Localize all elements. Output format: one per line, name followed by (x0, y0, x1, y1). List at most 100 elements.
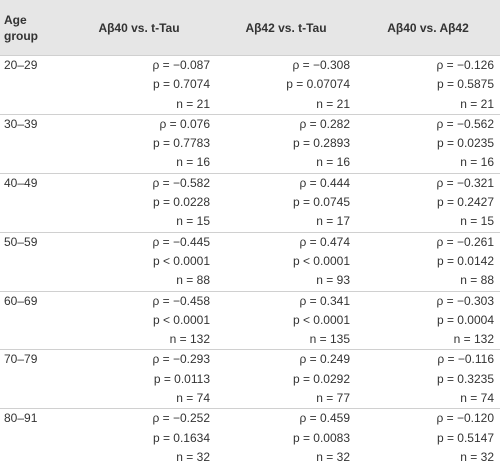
stat-cell: ρ = −0.562 p = 0.0235 n = 16 (356, 113, 500, 174)
stat-line: n = 15 (176, 214, 210, 229)
stat-line: p = 0.7783 (152, 136, 210, 151)
stat-line: n = 32 (316, 449, 350, 464)
table-row: 40–49 ρ = −0.582 p = 0.0228 n = 15 ρ = 0.444… (0, 172, 500, 233)
table-row: 70–79 ρ = −0.293 p = 0.0113 n = 74 ρ = 0.249… (0, 349, 500, 409)
stat-line: n = 77 (316, 391, 350, 406)
stat-line: n = 21 (176, 96, 210, 111)
stat-line: ρ = 0.444 (299, 175, 350, 190)
stat-line: ρ = −0.116 (437, 352, 494, 367)
stat-line: ρ = −0.087 (152, 58, 210, 72)
stat-cell: ρ = −0.582 p = 0.0228 n = 15 (62, 172, 216, 233)
stat-line: p = 0.7074 (152, 77, 210, 92)
stat-line: ρ = −0.303 (436, 293, 494, 308)
stat-line: p < 0.0001 (152, 312, 210, 327)
stat-line: p = 0.2427 (436, 195, 494, 210)
stat-line: ρ = −0.120 (436, 411, 494, 426)
age-group-cell: 20–29 (0, 55, 62, 115)
stat-line: p = 0.3235 (436, 371, 494, 386)
stat-line: n = 15 (460, 214, 494, 229)
header-cell: Aβ40 vs. t-Tau (62, 0, 216, 56)
stat-line: ρ = 0.249 (299, 352, 350, 367)
stat-line: ρ = −0.252 (152, 411, 210, 426)
age-group-cell: 60–69 (0, 290, 62, 350)
stat-line: p = 0.0228 (152, 195, 210, 210)
table-row: 20–29 ρ = −0.087 p = 0.7074 n = 21 ρ = −0.30… (0, 55, 500, 115)
stat-cell: ρ = −0.087 p = 0.7074 n = 21 (62, 55, 216, 115)
stat-line: p = 0.5875 (436, 77, 494, 92)
stat-line: ρ = −0.321 (436, 175, 494, 190)
stat-line: n = 88 (460, 273, 494, 288)
stat-cell: ρ = 0.282 p = 0.2893 n = 16 (216, 113, 356, 174)
stat-line: n = 32 (176, 449, 210, 464)
stat-line: p = 0.5147 (436, 430, 494, 445)
stat-line: n = 16 (460, 155, 494, 170)
stat-line: n = 32 (460, 449, 494, 464)
stat-cell: ρ = 0.444 p = 0.0745 n = 17 (216, 172, 356, 233)
table-row: 60–69 ρ = −0.458 p < 0.0001 n = 132 ρ = 0.34… (0, 290, 500, 350)
stat-cell: ρ = 0.459 p = 0.0083 n = 32 (216, 408, 356, 468)
stat-line: n = 135 (309, 332, 350, 347)
stat-line: ρ = 0.341 (299, 293, 350, 308)
stat-line: ρ = −0.126 (436, 58, 494, 72)
age-group-cell: 50–59 (0, 231, 62, 292)
header-cell: Aβ40 vs. Aβ42 (356, 0, 500, 56)
stat-line: ρ = −0.562 (436, 116, 494, 131)
stat-line: n = 17 (316, 214, 350, 229)
stat-line: p < 0.0001 (292, 312, 350, 327)
age-group-cell: 40–49 (0, 172, 62, 233)
age-group-cell: 30–39 (0, 113, 62, 174)
stat-line: ρ = −0.458 (152, 293, 210, 308)
header-cell: Age group (0, 0, 62, 56)
table-row: 30–39 ρ = 0.076 p = 0.7783 n = 16 ρ = 0.282 p… (0, 113, 500, 174)
stat-cell: ρ = 0.076 p = 0.7783 n = 16 (62, 113, 216, 174)
stat-cell: ρ = −0.321 p = 0.2427 n = 15 (356, 172, 500, 233)
stat-line: n = 88 (176, 273, 210, 288)
stat-line: p = 0.0113 (153, 371, 210, 386)
stat-line: ρ = −0.293 (152, 352, 210, 367)
table-body: 20–29 ρ = −0.087 p = 0.7074 n = 21 ρ = −0.30… (0, 55, 500, 468)
stat-line: p = 0.0083 (292, 430, 350, 445)
stat-cell: ρ = −0.252 p = 0.1634 n = 32 (62, 408, 216, 468)
stat-cell: ρ = 0.474 p < 0.0001 n = 93 (216, 231, 356, 292)
stat-cell: ρ = −0.303 p = 0.0004 n = 132 (356, 290, 500, 350)
stat-cell: ρ = 0.341 p < 0.0001 n = 135 (216, 290, 356, 350)
stat-cell: ρ = −0.116 p = 0.3235 n = 74 (356, 349, 500, 409)
stat-line: ρ = 0.282 (299, 116, 350, 131)
stat-line: p = 0.1634 (152, 430, 210, 445)
stat-cell: ρ = −0.261 p = 0.0142 n = 88 (356, 231, 500, 292)
table-row: 50–59 ρ = −0.445 p < 0.0001 n = 88 ρ = 0.474… (0, 231, 500, 292)
stat-cell: ρ = −0.126 p = 0.5875 n = 21 (356, 55, 500, 115)
stat-line: n = 21 (460, 96, 494, 111)
stat-line: ρ = −0.582 (152, 175, 210, 190)
stat-cell: ρ = −0.445 p < 0.0001 n = 88 (62, 231, 216, 292)
stat-cell: ρ = 0.249 p = 0.0292 n = 77 (216, 349, 356, 409)
stat-cell: ρ = −0.120 p = 0.5147 n = 32 (356, 408, 500, 468)
stat-line: n = 16 (176, 155, 210, 170)
stat-line: p < 0.0001 (152, 253, 210, 268)
stat-line: ρ = −0.308 (292, 58, 350, 72)
stat-line: p = 0.0745 (292, 195, 350, 210)
header-cell: Aβ42 vs. t-Tau (216, 0, 356, 56)
stat-line: ρ = 0.076 (159, 116, 210, 131)
stat-line: p = 0.07074 (286, 77, 350, 92)
stat-line: p = 0.0235 (436, 136, 494, 151)
stat-line: p < 0.0001 (292, 253, 350, 268)
stat-line: p = 0.0004 (436, 312, 494, 327)
stat-cell: ρ = −0.458 p < 0.0001 n = 132 (62, 290, 216, 350)
stat-line: ρ = −0.445 (152, 234, 210, 249)
stat-cell: ρ = −0.293 p = 0.0113 n = 74 (62, 349, 216, 409)
header-row: Age group Aβ40 vs. t-Tau Aβ42 vs. t-Tau Aβ4… (0, 0, 500, 56)
stat-line: p = 0.0292 (292, 371, 350, 386)
age-group-cell: 80–91 (0, 408, 62, 468)
stat-line: n = 132 (169, 332, 210, 347)
stat-line: n = 132 (453, 332, 494, 347)
stat-line: p = 0.2893 (292, 136, 350, 151)
stat-line: ρ = −0.261 (436, 234, 494, 249)
stat-line: n = 16 (316, 155, 350, 170)
stat-cell: ρ = −0.308 p = 0.07074 n = 21 (216, 55, 356, 115)
stat-line: n = 74 (460, 391, 494, 406)
stat-line: p = 0.0142 (436, 253, 494, 268)
stat-line: ρ = 0.474 (299, 234, 350, 249)
